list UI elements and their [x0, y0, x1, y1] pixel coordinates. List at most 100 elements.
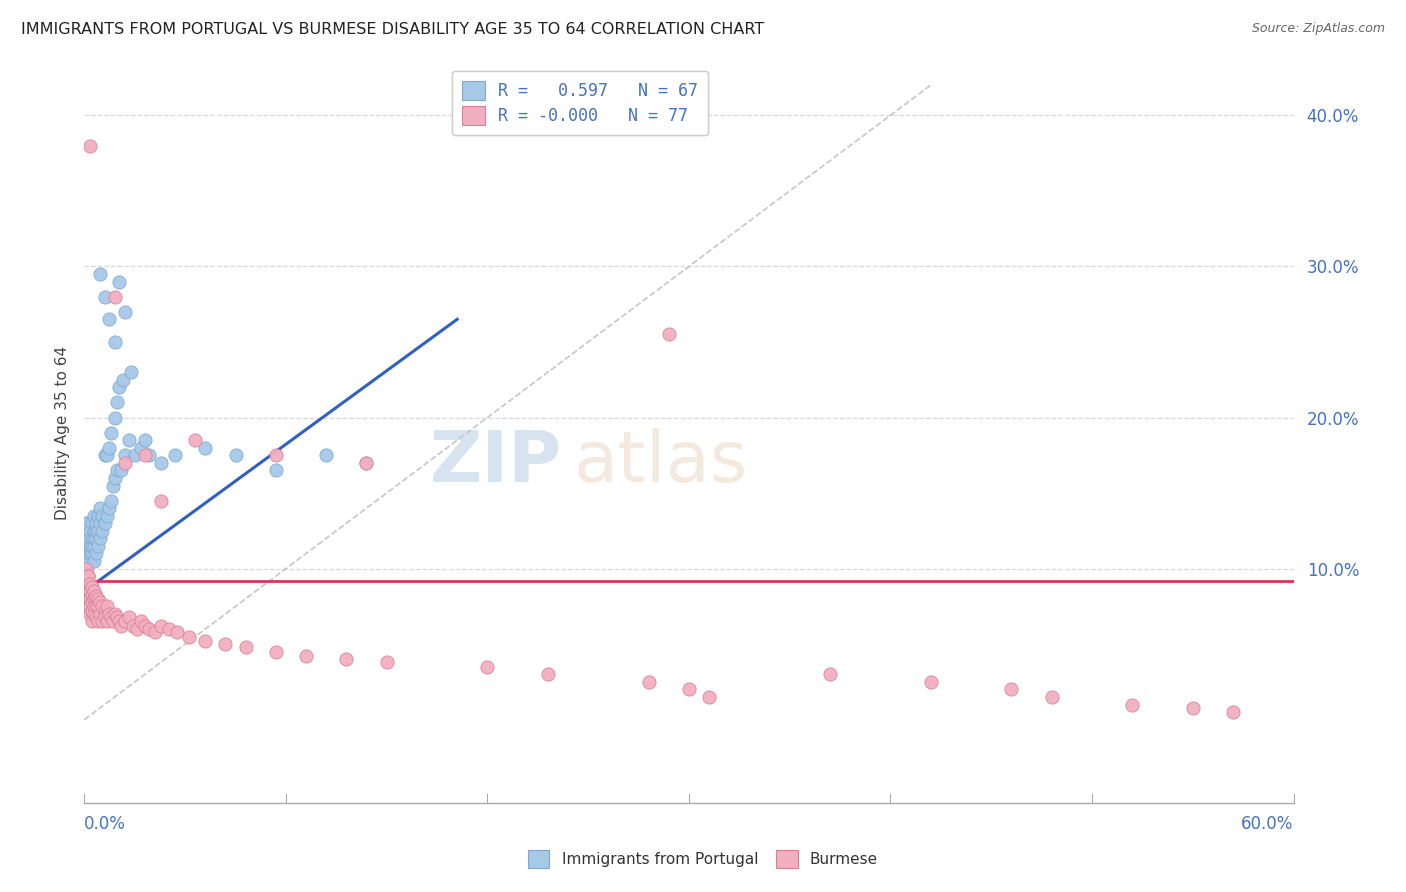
Point — [79, 524, 101, 538]
Point — [82, 532, 104, 546]
Point — [124, 448, 146, 462]
Point — [83, 554, 105, 568]
Point — [77, 591, 100, 606]
Point — [96, 448, 118, 462]
Point — [77, 516, 100, 531]
Text: 60.0%: 60.0% — [1241, 815, 1294, 833]
Legend: R =   0.597   N = 67, R = -0.000   N = 77: R = 0.597 N = 67, R = -0.000 N = 77 — [451, 70, 709, 135]
Point — [335, 652, 357, 666]
Point — [138, 622, 160, 636]
Point — [87, 599, 110, 614]
Point — [105, 463, 128, 477]
Point — [89, 516, 111, 531]
Point — [83, 532, 105, 546]
Point — [77, 569, 100, 583]
Point — [264, 463, 287, 477]
Point — [114, 456, 136, 470]
Point — [125, 622, 148, 636]
Point — [87, 508, 110, 523]
Point — [77, 539, 100, 553]
Point — [111, 373, 134, 387]
Point — [89, 267, 111, 281]
Point — [82, 580, 104, 594]
Point — [149, 619, 172, 633]
Point — [86, 599, 108, 614]
Point — [77, 547, 100, 561]
Point — [82, 604, 104, 618]
Point — [149, 456, 172, 470]
Point — [86, 516, 108, 531]
Text: IMMIGRANTS FROM PORTUGAL VS BURMESE DISABILITY AGE 35 TO 64 CORRELATION CHART: IMMIGRANTS FROM PORTUGAL VS BURMESE DISA… — [21, 22, 765, 37]
Point — [637, 674, 659, 689]
Point — [86, 532, 108, 546]
Point — [89, 501, 111, 516]
Point — [149, 493, 172, 508]
Point — [264, 448, 287, 462]
Point — [77, 599, 100, 614]
Point — [82, 595, 104, 609]
Point — [93, 604, 115, 618]
Point — [86, 524, 108, 538]
Point — [134, 433, 156, 447]
Point — [96, 599, 118, 614]
Point — [1121, 698, 1143, 712]
Point — [105, 610, 128, 624]
Point — [105, 395, 128, 409]
Point — [214, 637, 236, 651]
Point — [77, 576, 100, 591]
Point — [114, 615, 136, 629]
Point — [77, 554, 100, 568]
Point — [194, 441, 217, 455]
Legend: Immigrants from Portugal, Burmese: Immigrants from Portugal, Burmese — [520, 843, 886, 875]
Point — [75, 569, 97, 583]
Point — [82, 516, 104, 531]
Point — [104, 410, 127, 425]
Point — [356, 456, 378, 470]
Point — [83, 508, 105, 523]
Point — [91, 508, 114, 523]
Point — [89, 595, 111, 609]
Point — [101, 478, 124, 492]
Point — [93, 290, 115, 304]
Point — [86, 589, 108, 603]
Point — [83, 607, 105, 621]
Point — [82, 539, 104, 553]
Point — [264, 645, 287, 659]
Point — [107, 380, 129, 394]
Point — [138, 448, 160, 462]
Point — [75, 576, 97, 591]
Point — [79, 547, 101, 561]
Point — [93, 516, 115, 531]
Point — [77, 569, 100, 583]
Point — [110, 463, 132, 477]
Point — [83, 591, 105, 606]
Point — [143, 625, 166, 640]
Point — [179, 630, 201, 644]
Point — [1181, 700, 1204, 714]
Point — [75, 561, 97, 575]
Point — [375, 655, 398, 669]
Point — [107, 275, 129, 289]
Point — [75, 547, 97, 561]
Point — [235, 640, 257, 655]
Point — [79, 599, 101, 614]
Point — [91, 524, 114, 538]
Point — [77, 569, 100, 583]
Point — [86, 610, 108, 624]
Point — [75, 584, 97, 599]
Point — [129, 615, 152, 629]
Point — [1000, 682, 1022, 697]
Point — [79, 584, 101, 599]
Point — [114, 448, 136, 462]
Point — [194, 634, 217, 648]
Point — [100, 493, 122, 508]
Point — [91, 599, 114, 614]
Point — [89, 607, 111, 621]
Point — [79, 138, 101, 153]
Point — [134, 448, 156, 462]
Point — [87, 539, 110, 553]
Point — [83, 599, 105, 614]
Point — [91, 615, 114, 629]
Point — [75, 532, 97, 546]
Point — [477, 660, 499, 674]
